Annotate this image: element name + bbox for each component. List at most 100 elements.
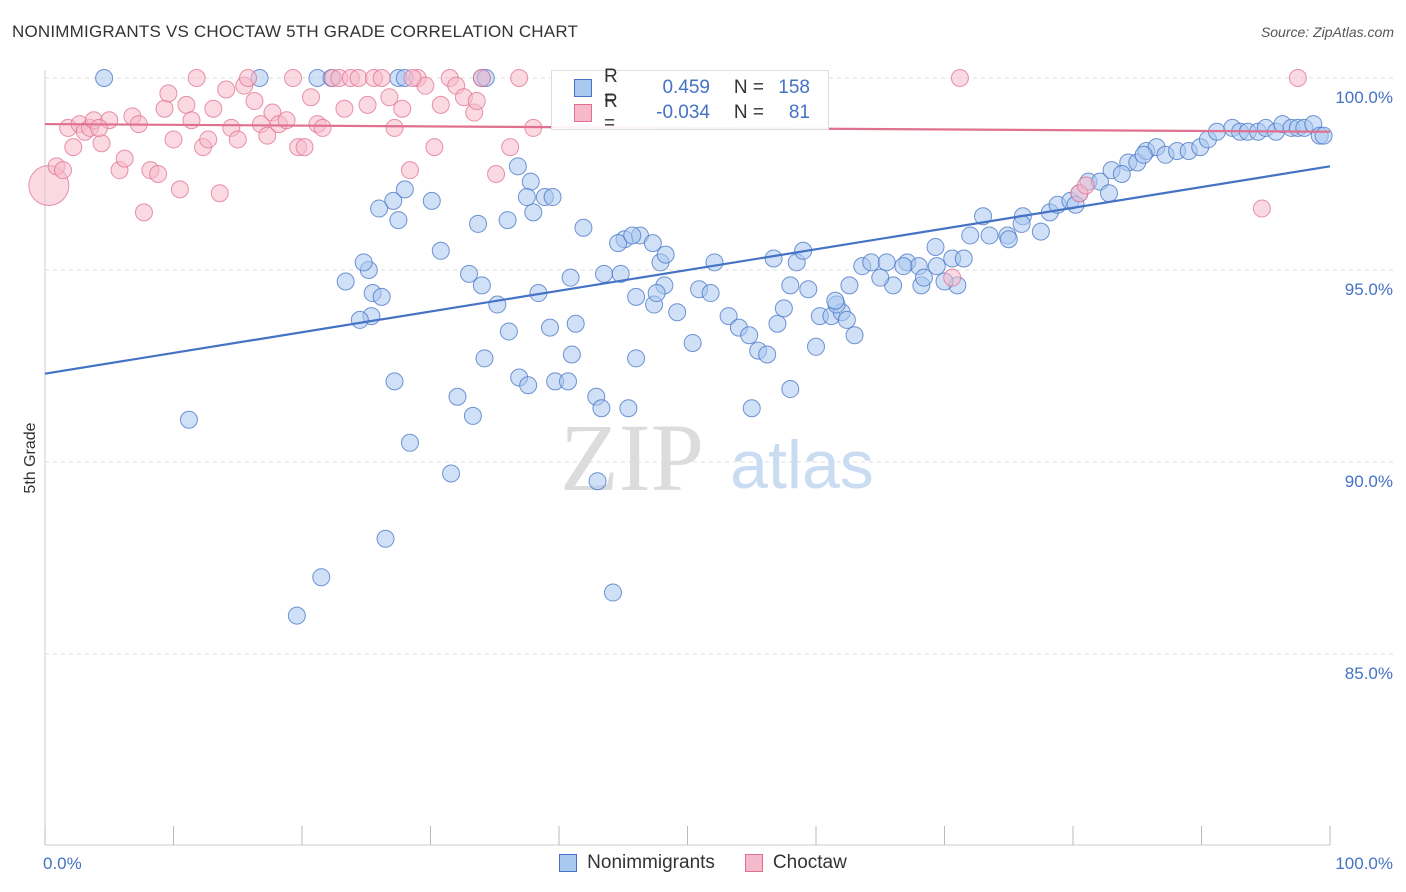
data-point [764, 249, 783, 268]
data-point [980, 226, 999, 245]
data-point [894, 257, 913, 276]
data-point [543, 188, 562, 207]
y-tick-label: 90.0% [1345, 472, 1393, 491]
legend-item-nonimmigrants[interactable]: Nonimmigrants [559, 852, 715, 874]
series-legend: Nonimmigrants Choctaw [0, 852, 1406, 874]
data-point [1134, 145, 1153, 164]
data-point [643, 234, 662, 253]
data-point [403, 69, 422, 87]
data-point [358, 95, 377, 114]
data-point [380, 88, 399, 107]
data-point [781, 380, 800, 399]
data-point [199, 130, 218, 149]
data-point [372, 69, 391, 87]
data-point [961, 226, 980, 245]
legend-r-value: -0.034 [656, 102, 710, 123]
data-point [170, 180, 189, 199]
data-point [287, 606, 306, 625]
data-point [393, 99, 412, 118]
data-point [400, 161, 419, 180]
data-point [395, 180, 414, 199]
legend-n-label: N = [733, 77, 764, 98]
source-credit: Source: ZipAtlas.com [1260, 24, 1394, 40]
data-point [799, 280, 818, 299]
x-tick-label: 0.0% [43, 854, 82, 873]
data-point [609, 234, 628, 253]
data-point [422, 191, 441, 210]
data-point [862, 253, 881, 272]
data-point [877, 253, 896, 272]
data-point [927, 257, 946, 276]
x-tick-label: 100.0% [1335, 854, 1393, 873]
data-point [372, 287, 391, 306]
data-point [239, 69, 258, 87]
data-point [164, 130, 183, 149]
legend-swatch-nonimmigrants [574, 79, 592, 97]
legend-swatch-choctaw [574, 104, 592, 122]
data-points [28, 69, 1333, 625]
legend-n-value: 81 [788, 102, 810, 123]
chart-title: NONIMMIGRANTS VS CHOCTAW 5TH GRADE CORRE… [12, 22, 579, 41]
data-point [1252, 199, 1271, 218]
data-point [524, 203, 543, 222]
data-point [312, 568, 331, 587]
data-point [588, 472, 607, 491]
data-point [431, 241, 450, 260]
watermark: ZIP atlas [560, 404, 874, 511]
data-point [467, 92, 486, 111]
data-point [313, 118, 332, 137]
data-point [521, 172, 540, 191]
data-point [155, 99, 174, 118]
data-point [611, 264, 630, 283]
data-point [627, 349, 646, 368]
trend-line-nonimmigrants [44, 165, 1331, 375]
data-point [668, 303, 687, 322]
legend-swatch-choctaw [744, 854, 763, 872]
data-point [1076, 176, 1095, 195]
data-point [627, 287, 646, 306]
data-point [349, 69, 368, 87]
data-point [974, 207, 993, 226]
data-point [210, 184, 229, 203]
data-point [826, 291, 845, 310]
data-point [149, 165, 168, 183]
data-point [472, 276, 491, 295]
data-point [519, 376, 538, 395]
data-point [719, 307, 738, 326]
data-point [134, 203, 153, 222]
data-point [228, 130, 247, 149]
data-point [656, 245, 675, 264]
data-point [370, 199, 389, 218]
data-point [499, 322, 518, 341]
watermark-zip: ZIP [560, 404, 704, 511]
data-point [385, 118, 404, 137]
data-point [566, 314, 585, 333]
data-point [561, 268, 580, 287]
data-point [840, 276, 859, 295]
axis-labels: 85.0% 90.0% 95.0% 100.0% 0.0% 100.0% 5th Grade [22, 88, 1393, 873]
data-point [926, 237, 945, 256]
legend-item-choctaw[interactable]: Choctaw [744, 852, 847, 874]
data-point [89, 118, 108, 137]
legend-n-label: N = [733, 102, 764, 123]
data-point [541, 318, 560, 337]
data-point [592, 399, 611, 418]
data-point [336, 272, 355, 291]
data-point [64, 138, 83, 157]
data-point [53, 161, 72, 180]
data-point [619, 399, 638, 418]
data-point [384, 191, 403, 210]
data-point [603, 583, 622, 602]
data-point [774, 299, 793, 318]
legend-row-nonimmigrants: R = 0.459 N = 158 [574, 66, 810, 109]
data-point [1112, 165, 1131, 183]
data-point [498, 211, 517, 230]
legend-row-choctaw: R = -0.034 N = 81 [574, 91, 810, 134]
data-point [431, 95, 450, 114]
data-point [179, 410, 198, 429]
data-point [295, 138, 314, 157]
data-point [245, 92, 264, 111]
data-point [354, 253, 373, 272]
data-point [258, 126, 277, 145]
data-point [950, 69, 969, 87]
